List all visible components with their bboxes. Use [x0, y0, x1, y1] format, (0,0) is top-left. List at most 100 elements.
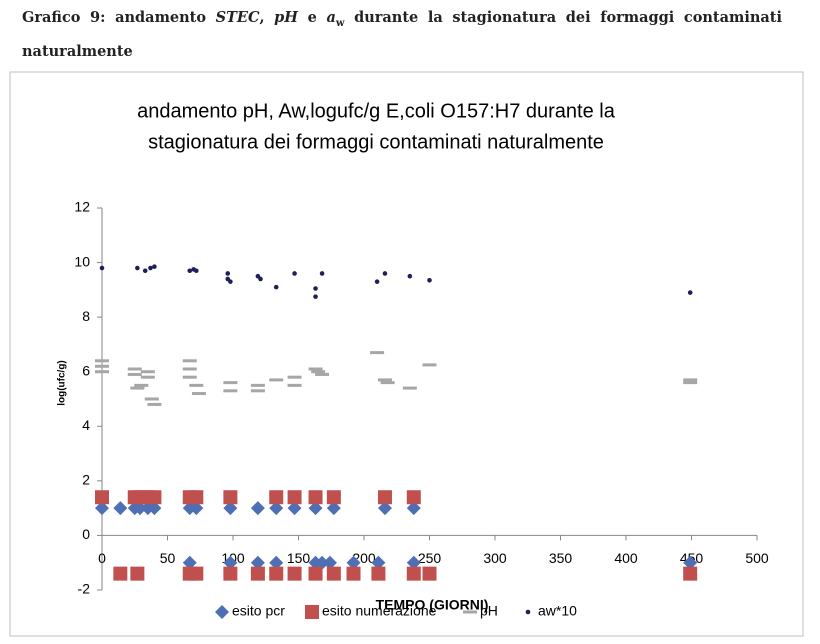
- point: [113, 566, 128, 581]
- point: [427, 278, 432, 283]
- point: [189, 566, 204, 581]
- point: [402, 386, 417, 390]
- point: [225, 271, 231, 276]
- point: [382, 271, 388, 276]
- point: [99, 265, 105, 271]
- point: [191, 392, 206, 396]
- x-tick-label: 150: [287, 550, 311, 566]
- point: [377, 501, 392, 516]
- legend-label: esito numerazione: [322, 603, 437, 619]
- y-axis-label: log(ufc/g): [57, 360, 68, 406]
- point: [326, 566, 341, 581]
- legend-label: aw*10: [538, 603, 577, 619]
- point: [250, 501, 265, 516]
- point: [269, 555, 284, 570]
- y-tick-label: 6: [82, 362, 90, 378]
- legend-marker: [305, 605, 319, 619]
- point: [406, 501, 421, 516]
- point: [683, 566, 698, 581]
- caption-part: Grafico 9: andamento: [22, 9, 216, 26]
- point: [135, 265, 140, 271]
- legend-marker: [525, 609, 531, 615]
- point: [182, 359, 197, 363]
- point: [346, 555, 361, 570]
- caption-part: e: [298, 9, 327, 26]
- point: [683, 381, 698, 385]
- point: [127, 367, 142, 371]
- caption: Grafico 9: andamento STEC, pH e aw duran…: [22, 4, 782, 66]
- point: [322, 555, 337, 570]
- point: [182, 555, 197, 570]
- point: [194, 268, 199, 274]
- caption-part: STEC: [215, 9, 260, 26]
- point: [371, 566, 386, 581]
- point: [250, 389, 265, 393]
- point: [313, 294, 318, 299]
- point: [406, 555, 421, 570]
- point: [223, 389, 238, 393]
- point: [130, 386, 145, 390]
- point: [313, 286, 318, 291]
- x-axis-label: TEMPO (GIORNI): [376, 597, 489, 613]
- point: [346, 566, 361, 581]
- point: [371, 555, 386, 570]
- y-tick-label: 12: [74, 199, 90, 215]
- point: [269, 501, 284, 516]
- point: [380, 381, 395, 385]
- point: [130, 566, 145, 581]
- point: [95, 359, 109, 363]
- point: [147, 501, 162, 516]
- x-tick-label: 50: [160, 550, 176, 566]
- point: [311, 370, 326, 374]
- point: [683, 378, 698, 382]
- y-tick-label: 4: [82, 417, 90, 433]
- point: [287, 501, 302, 516]
- x-tick-label: 0: [98, 550, 106, 566]
- point: [269, 566, 284, 581]
- y-tick-label: 2: [82, 472, 90, 488]
- x-tick-label: 300: [483, 550, 507, 566]
- point: [406, 490, 421, 505]
- point: [127, 372, 142, 376]
- point: [95, 364, 109, 368]
- point: [223, 501, 238, 516]
- point: [308, 367, 323, 371]
- point: [406, 566, 421, 581]
- point: [287, 375, 302, 379]
- point: [377, 378, 392, 382]
- point: [292, 271, 297, 276]
- caption-part: a: [326, 9, 336, 26]
- point: [144, 397, 159, 401]
- point: [189, 490, 204, 505]
- point: [269, 378, 284, 382]
- point: [319, 271, 325, 276]
- point: [315, 555, 330, 570]
- point: [308, 490, 323, 505]
- point: [223, 490, 238, 505]
- y-tick-label: 0: [82, 526, 90, 542]
- point: [223, 381, 238, 385]
- x-tick-label: 350: [549, 550, 573, 566]
- point: [140, 375, 155, 379]
- point: [407, 273, 413, 279]
- point: [152, 264, 157, 269]
- point: [326, 490, 341, 505]
- point: [250, 555, 265, 570]
- y-tick-label: 8: [82, 308, 90, 324]
- legend-label: pH: [480, 603, 498, 619]
- point: [683, 555, 698, 570]
- chart-frame: [9, 71, 804, 637]
- point: [95, 490, 109, 505]
- point: [189, 383, 204, 387]
- point: [147, 402, 162, 406]
- point: [250, 383, 265, 387]
- point: [223, 555, 238, 570]
- point: [377, 490, 392, 505]
- point: [287, 566, 302, 581]
- point: [187, 268, 193, 274]
- y-tick-label: -2: [78, 581, 91, 597]
- caption-part: pH: [274, 9, 299, 26]
- caption-part: durante la stagionatura dei formaggi con…: [22, 9, 783, 60]
- point: [140, 370, 155, 374]
